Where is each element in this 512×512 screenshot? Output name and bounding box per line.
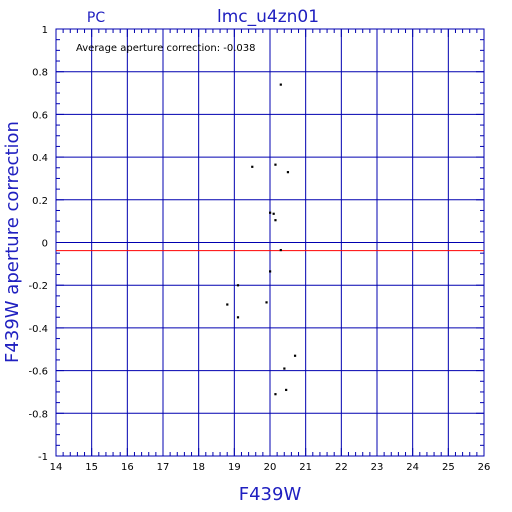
y-tick-label: 0.6 [32, 110, 48, 121]
y-tick-label: 0.8 [32, 68, 48, 79]
x-tick-label: 23 [371, 462, 384, 473]
x-tick-label: 24 [406, 462, 419, 473]
y-tick-label: -0.6 [28, 367, 48, 378]
y-tick-label: 1 [42, 25, 48, 36]
x-tick-label: 15 [85, 462, 98, 473]
data-point [274, 393, 277, 396]
axis-ticks [55, 28, 485, 457]
corner-label: PC [87, 10, 105, 26]
x-tick-label: 16 [121, 462, 134, 473]
y-tick-label: -0.2 [28, 281, 48, 292]
data-point [274, 219, 277, 222]
data-point [269, 270, 272, 273]
data-point [279, 83, 282, 86]
data-point [272, 212, 275, 215]
chart-title: lmc_u4zn01 [217, 7, 319, 27]
data-point [285, 388, 288, 392]
data-point [274, 163, 277, 166]
tick-labels: 14 15 16 17 18 19 20 21 22 23 24 25 26 -1 -0.8 -0.6 -0.4… [28, 25, 490, 473]
data-point [251, 165, 254, 168]
x-tick-label: 19 [228, 462, 241, 473]
data-point [293, 354, 297, 357]
x-tick-label: 14 [50, 462, 63, 473]
x-tick-label: 22 [335, 462, 348, 473]
x-tick-label: 18 [192, 462, 205, 473]
data-point [279, 248, 282, 252]
y-tick-label: -0.4 [28, 324, 48, 335]
x-tick-label: 21 [299, 462, 312, 473]
y-axis-label: F439W aperture correction [2, 121, 23, 363]
y-tick-label: -1 [38, 452, 48, 463]
data-point [236, 284, 240, 287]
data-points [226, 83, 297, 396]
data-point [226, 303, 229, 306]
x-axis-label: F439W [239, 484, 302, 505]
y-tick-label: 0.4 [32, 153, 48, 164]
data-point [269, 211, 272, 214]
y-tick-label: 0 [42, 239, 48, 250]
data-point [283, 367, 286, 370]
x-tick-label: 17 [157, 462, 170, 473]
x-tick-label: 20 [264, 462, 277, 473]
y-tick-label: 0.2 [32, 196, 48, 207]
x-tick-label: 26 [478, 462, 491, 473]
data-point [265, 301, 268, 304]
data-point [236, 316, 240, 319]
grid [55, 28, 485, 457]
average-annotation: Average aperture correction: -0.038 [76, 43, 256, 54]
data-point [286, 171, 290, 174]
y-tick-label: -0.8 [28, 409, 48, 420]
x-tick-label: 25 [442, 462, 455, 473]
